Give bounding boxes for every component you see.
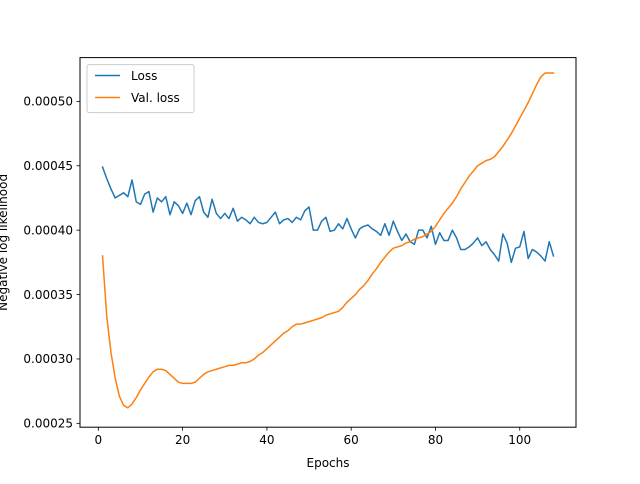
x-tick-label: 60 [344,433,359,447]
legend-label-loss: Loss [131,69,157,83]
series-layer [101,72,555,409]
y-tick-label: 0.00040 [23,223,73,237]
y-tick-label: 0.00035 [23,288,73,302]
y-tick-label: 0.00050 [23,95,73,109]
series-line-val-loss [101,72,555,409]
y-axis: 0.00025 0.00030 0.00035 0.00040 0.00045 0.000… [23,95,80,431]
legend: Loss Val. loss [86,64,195,114]
y-tick-label: 0.00025 [23,417,73,431]
x-tick-label: 40 [259,433,274,447]
x-axis: 0 20 40 60 80 100 [95,427,531,447]
plot-area-frame [79,57,577,428]
x-tick-label: 80 [428,433,443,447]
x-tick-label: 100 [508,433,531,447]
x-axis-label: Epochs [307,456,350,470]
legend-label-val-loss: Val. loss [131,91,180,105]
y-tick-label: 0.00045 [23,159,73,173]
x-tick-label: 0 [95,433,103,447]
x-tick-label: 20 [175,433,190,447]
y-tick-label: 0.00030 [23,352,73,366]
y-axis-label: Negative log likelihood [0,174,10,311]
series-line-loss [101,166,555,264]
legend-frame [86,64,195,114]
